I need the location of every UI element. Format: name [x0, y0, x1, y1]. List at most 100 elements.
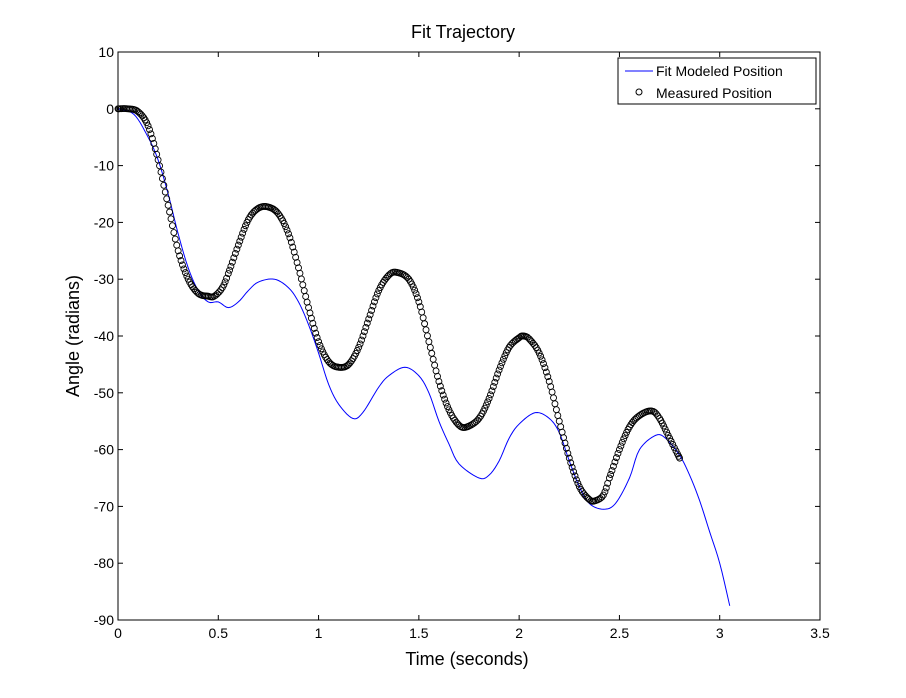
measured-point — [356, 340, 364, 348]
measured-point — [282, 223, 290, 231]
measured-point — [317, 345, 325, 353]
measured-point — [164, 201, 172, 209]
measured-point — [564, 449, 572, 457]
measured-point — [435, 377, 443, 385]
measured-point — [144, 122, 152, 130]
measured-point — [482, 401, 490, 409]
measured-point — [231, 249, 239, 257]
measured-point — [676, 454, 684, 462]
series-markers-measured-position — [114, 105, 684, 505]
measured-point — [366, 311, 374, 319]
x-tick-label: 3 — [716, 625, 724, 641]
measured-point — [313, 334, 321, 342]
measured-point — [535, 349, 543, 357]
measured-point — [312, 329, 320, 337]
measured-point — [180, 265, 188, 273]
measured-point — [161, 188, 169, 196]
measured-point — [234, 241, 242, 249]
measured-point — [442, 399, 450, 407]
x-tick-label: 0 — [114, 625, 122, 641]
measured-point — [183, 272, 191, 280]
measured-point — [156, 162, 164, 170]
measured-point — [285, 230, 292, 238]
measured-point — [669, 441, 677, 448]
measured-point — [565, 454, 573, 462]
measured-point — [286, 234, 294, 242]
measured-point — [146, 126, 153, 134]
measured-point — [227, 262, 235, 270]
measured-point — [545, 377, 553, 385]
measured-point — [495, 366, 503, 374]
measured-point — [438, 387, 446, 395]
measured-point — [369, 302, 377, 310]
measured-point — [609, 462, 617, 470]
legend-box — [617, 57, 817, 105]
y-tick-label: -40 — [94, 328, 114, 344]
measured-point — [181, 269, 189, 277]
measured-point — [411, 286, 419, 294]
measured-point — [570, 468, 578, 476]
measured-point — [481, 404, 489, 412]
measured-point — [617, 442, 625, 450]
measured-point — [373, 290, 381, 298]
plot-area — [117, 51, 821, 621]
x-tick-label: 1 — [315, 625, 323, 641]
measured-point — [167, 215, 175, 223]
measured-point — [487, 391, 494, 399]
measured-point — [573, 476, 580, 484]
measured-point — [602, 484, 610, 492]
measured-point — [359, 332, 367, 340]
x-axis-label: Time (seconds) — [405, 649, 528, 669]
measured-point — [353, 347, 361, 354]
measured-point — [176, 252, 184, 260]
y-axis: 10 0 -10 -20 -30 -40 -50 -60 -70 -80 -90 — [94, 44, 820, 628]
legend: Fit Modeled Position Measured Position — [617, 57, 817, 105]
y-tick-label: -80 — [94, 555, 114, 571]
y-axis-label: Angle (radians) — [63, 275, 83, 397]
measured-point — [620, 435, 628, 443]
measured-point — [571, 472, 579, 480]
measured-point — [498, 359, 506, 367]
measured-point — [439, 391, 447, 399]
measured-point — [488, 387, 496, 395]
y-tick-label: -70 — [94, 498, 114, 514]
measured-point — [618, 438, 626, 446]
measured-point — [237, 233, 245, 241]
measured-point — [444, 403, 451, 411]
measured-point — [667, 437, 675, 445]
x-tick-label: 0.5 — [209, 625, 229, 641]
measured-point — [499, 355, 507, 363]
measured-point — [143, 119, 151, 127]
measured-point — [148, 135, 156, 142]
measured-point — [309, 319, 317, 327]
x-tick-label: 1.5 — [409, 625, 429, 641]
measured-point — [434, 372, 441, 380]
measured-point — [310, 324, 318, 332]
x-axis: 0 0.5 1 1.5 2 2.5 3 3.5 — [114, 52, 830, 641]
measured-point — [372, 294, 380, 302]
measured-point — [537, 352, 545, 360]
measured-point — [315, 338, 323, 346]
measured-point — [614, 450, 622, 457]
x-tick-label: 2 — [515, 625, 523, 641]
measured-point — [239, 229, 247, 237]
measured-point — [661, 425, 669, 433]
measured-point — [358, 336, 365, 344]
measured-point — [436, 382, 444, 390]
measured-point — [226, 266, 233, 274]
measured-point — [409, 283, 417, 291]
y-tick-label: 10 — [98, 44, 114, 60]
x-tick-label: 3.5 — [810, 625, 830, 641]
measured-point — [363, 319, 371, 327]
measured-point — [230, 254, 238, 262]
measured-point — [621, 432, 629, 439]
measured-point — [174, 247, 182, 255]
measured-point — [605, 474, 613, 482]
measured-point — [607, 471, 615, 478]
measured-point — [494, 370, 502, 378]
measured-point — [497, 362, 504, 370]
measured-point — [541, 364, 549, 372]
measured-point — [316, 341, 324, 349]
measured-point — [615, 446, 623, 454]
measured-point — [561, 439, 569, 447]
